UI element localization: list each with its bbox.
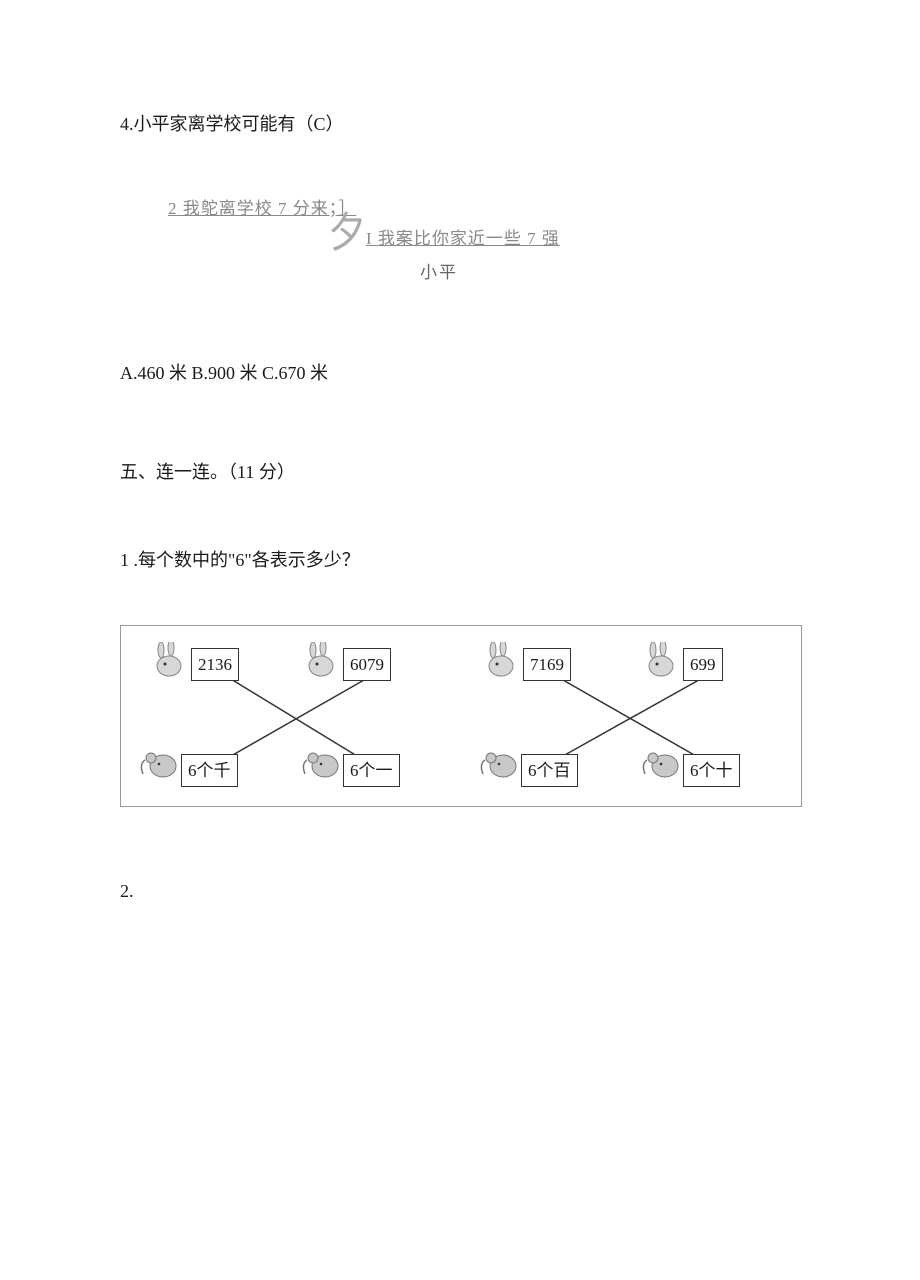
rabbit-icon <box>149 642 189 678</box>
question-4-options: A.460 米 B.900 米 C.670 米 <box>120 359 800 388</box>
monkey-icon <box>301 746 343 780</box>
section-5-q2: 2. <box>120 877 800 906</box>
page-content: 4.小平家离学校可能有（C） 2 我鸵离学校 7 分来；］ 夕 I 我案比你家近… <box>0 0 920 996</box>
monkey-icon <box>479 746 521 780</box>
xiaoping-label: 小平 <box>420 259 458 286</box>
bottom-box-2: 6个一 <box>343 754 400 787</box>
glyph-xi: 夕 <box>328 201 366 268</box>
rabbit-icon <box>301 642 341 678</box>
top-box-2: 6079 <box>343 648 391 681</box>
rabbit-icon <box>481 642 521 678</box>
top-box-3: 7169 <box>523 648 571 681</box>
section-5-q1: 1 .每个数中的"6"各表示多少？ <box>120 546 800 575</box>
speech-bubble-2: I 我案比你家近一些 7 强 <box>366 225 560 252</box>
section-5-title: 五、连一连。（11 分） <box>120 458 800 487</box>
rabbit-icon <box>641 642 681 678</box>
top-box-4: 699 <box>683 648 723 681</box>
monkey-icon <box>139 746 181 780</box>
bottom-box-1: 6个千 <box>181 754 238 787</box>
speech-figure: 2 我鸵离学校 7 分来；］ 夕 I 我案比你家近一些 7 强 小平 <box>120 189 800 329</box>
bottom-box-3: 6个百 <box>521 754 578 787</box>
question-4-text: 4.小平家离学校可能有（C） <box>120 110 800 139</box>
matching-diagram: 2136 6079 7169 699 6个千 <box>120 625 802 807</box>
bottom-box-4: 6个十 <box>683 754 740 787</box>
top-box-1: 2136 <box>191 648 239 681</box>
monkey-icon <box>641 746 683 780</box>
